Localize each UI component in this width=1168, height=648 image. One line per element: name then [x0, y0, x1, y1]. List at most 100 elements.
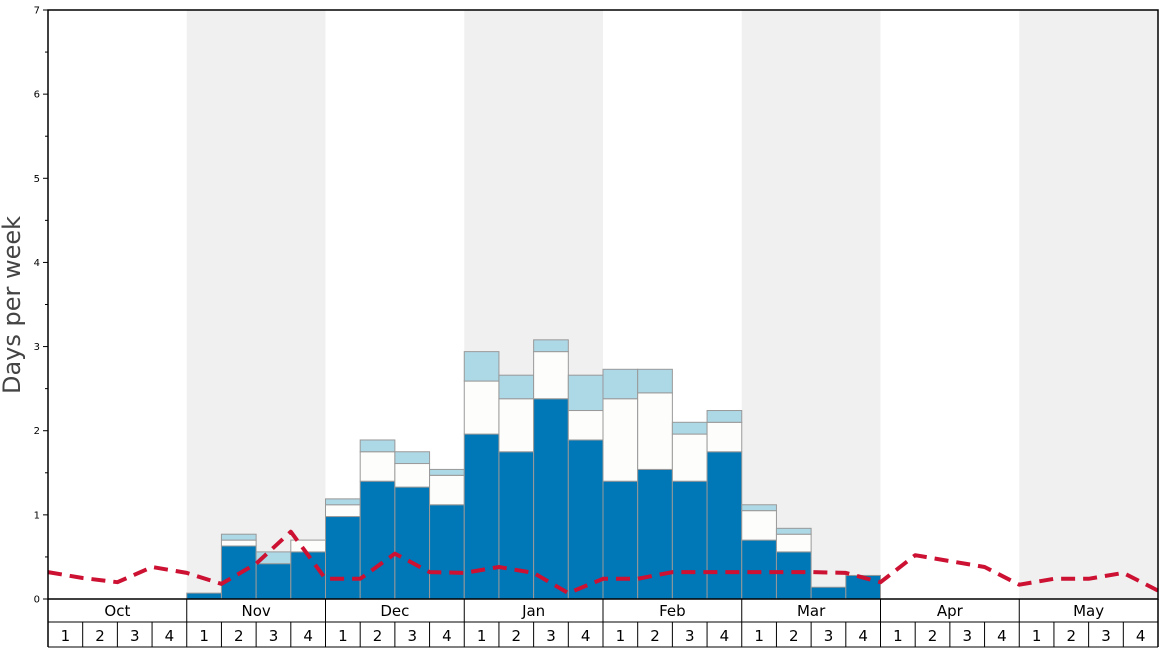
- bar-middle-7: [290, 539, 326, 553]
- bar-bottom-18: [671, 480, 708, 600]
- bar-top-14: [533, 339, 569, 353]
- week-label-may-1: 1: [1032, 627, 1042, 645]
- week-label-may-3: 3: [1101, 627, 1111, 645]
- week-label-nov-3: 3: [269, 627, 279, 645]
- bar-middle-14: [533, 351, 569, 400]
- axis-labels: 0 1 2 3 4 5 6 7 Oct 1 2 3 4 Nov 1 2 3 4 Dec 1 2 3 4 Jan 1 2 3 4 Feb 1…: [34, 6, 1146, 646]
- month-label-mar: Mar: [797, 602, 826, 620]
- bar-bottom-11: [429, 504, 465, 600]
- bar-top-13: [498, 374, 535, 400]
- stacked-bars: [186, 339, 881, 600]
- average-days-line: [47, 529, 1159, 596]
- bar-top-21: [775, 527, 812, 535]
- bar-top-18: [671, 421, 708, 435]
- bar-top-16: [602, 368, 639, 400]
- week-label-mar-2: 2: [789, 627, 799, 645]
- week-label-feb-2: 2: [650, 627, 660, 645]
- bar-top-12: [463, 351, 500, 382]
- bar-middle-19: [706, 421, 743, 453]
- week-label-mar-4: 4: [858, 627, 868, 645]
- month-label-oct: Oct: [104, 602, 130, 620]
- bar-bottom-22: [810, 586, 847, 600]
- week-label-apr-3: 3: [962, 627, 972, 645]
- week-label-dec-3: 3: [407, 627, 417, 645]
- bar-top-9: [359, 439, 396, 453]
- bar-top-8: [325, 498, 361, 506]
- week-label-oct-4: 4: [165, 627, 175, 645]
- week-label-jan-4: 4: [581, 627, 591, 645]
- week-label-apr-1: 1: [893, 627, 903, 645]
- y-tick-label-0: 0: [34, 595, 40, 606]
- bar-top-19: [706, 410, 743, 423]
- y-tick-label-6: 6: [34, 90, 40, 101]
- week-label-oct-3: 3: [130, 627, 140, 645]
- bar-bottom-13: [498, 451, 535, 600]
- bar-top-11: [429, 468, 465, 476]
- week-label-dec-2: 2: [373, 627, 383, 645]
- month-shade-may: [1019, 10, 1158, 599]
- bar-middle-5: [220, 539, 257, 547]
- month-label-jan: Jan: [521, 602, 545, 620]
- bar-bottom-8: [325, 516, 361, 600]
- week-label-jan-1: 1: [477, 627, 487, 645]
- y-axis-label: Days per week: [0, 216, 26, 394]
- bar-middle-21: [775, 533, 812, 553]
- week-label-oct-2: 2: [95, 627, 105, 645]
- bar-middle-16: [602, 398, 639, 482]
- month-label-may: May: [1073, 602, 1104, 620]
- bar-middle-11: [429, 474, 465, 506]
- bar-bottom-4: [186, 592, 222, 600]
- month-shading: [186, 10, 1158, 599]
- week-label-feb-1: 1: [616, 627, 626, 645]
- week-label-apr-4: 4: [997, 627, 1007, 645]
- month-label-nov: Nov: [241, 602, 270, 620]
- month-label-apr: Apr: [937, 602, 964, 620]
- week-label-jan-3: 3: [546, 627, 556, 645]
- week-label-feb-3: 3: [685, 627, 695, 645]
- bar-bottom-6: [255, 563, 292, 600]
- bar-top-17: [637, 368, 673, 394]
- average-line: [47, 529, 1159, 596]
- bar-top-20: [741, 504, 777, 512]
- bar-middle-15: [567, 410, 604, 441]
- bar-bottom-19: [706, 451, 743, 600]
- week-label-may-4: 4: [1136, 627, 1146, 645]
- month-shade-nov: [186, 10, 326, 599]
- bar-top-5: [220, 533, 257, 541]
- week-label-dec-4: 4: [442, 627, 452, 645]
- y-tick-label-4: 4: [34, 258, 40, 269]
- bar-middle-8: [325, 504, 361, 518]
- bar-bottom-7: [290, 551, 326, 600]
- bar-middle-18: [671, 433, 708, 482]
- week-label-mar-1: 1: [754, 627, 764, 645]
- bar-bottom-12: [463, 433, 500, 600]
- y-tick-label-2: 2: [34, 426, 40, 437]
- week-label-oct-1: 1: [61, 627, 71, 645]
- bar-top-10: [394, 451, 431, 465]
- y-tick-label-7: 7: [34, 6, 40, 17]
- bar-bottom-21: [775, 551, 812, 600]
- week-label-mar-3: 3: [824, 627, 834, 645]
- bar-bottom-14: [533, 398, 569, 600]
- bar-bottom-10: [394, 486, 431, 600]
- bar-middle-12: [463, 380, 500, 435]
- week-label-nov-2: 2: [234, 627, 244, 645]
- month-label-feb: Feb: [659, 602, 686, 620]
- y-tick-label-5: 5: [34, 174, 40, 185]
- axes: [43, 9, 1159, 648]
- bar-bottom-16: [602, 480, 639, 600]
- week-label-nov-1: 1: [199, 627, 209, 645]
- week-label-may-2: 2: [1067, 627, 1077, 645]
- bar-middle-20: [741, 510, 777, 541]
- week-label-apr-2: 2: [928, 627, 938, 645]
- bar-middle-13: [498, 398, 535, 453]
- bar-middle-9: [359, 451, 396, 482]
- bar-top-15: [567, 374, 604, 412]
- bar-bottom-9: [359, 480, 396, 600]
- month-shade-mar: [741, 10, 881, 599]
- week-label-feb-4: 4: [720, 627, 730, 645]
- bar-middle-17: [637, 392, 673, 470]
- month-label-dec: Dec: [380, 602, 409, 620]
- bar-bottom-20: [741, 539, 777, 600]
